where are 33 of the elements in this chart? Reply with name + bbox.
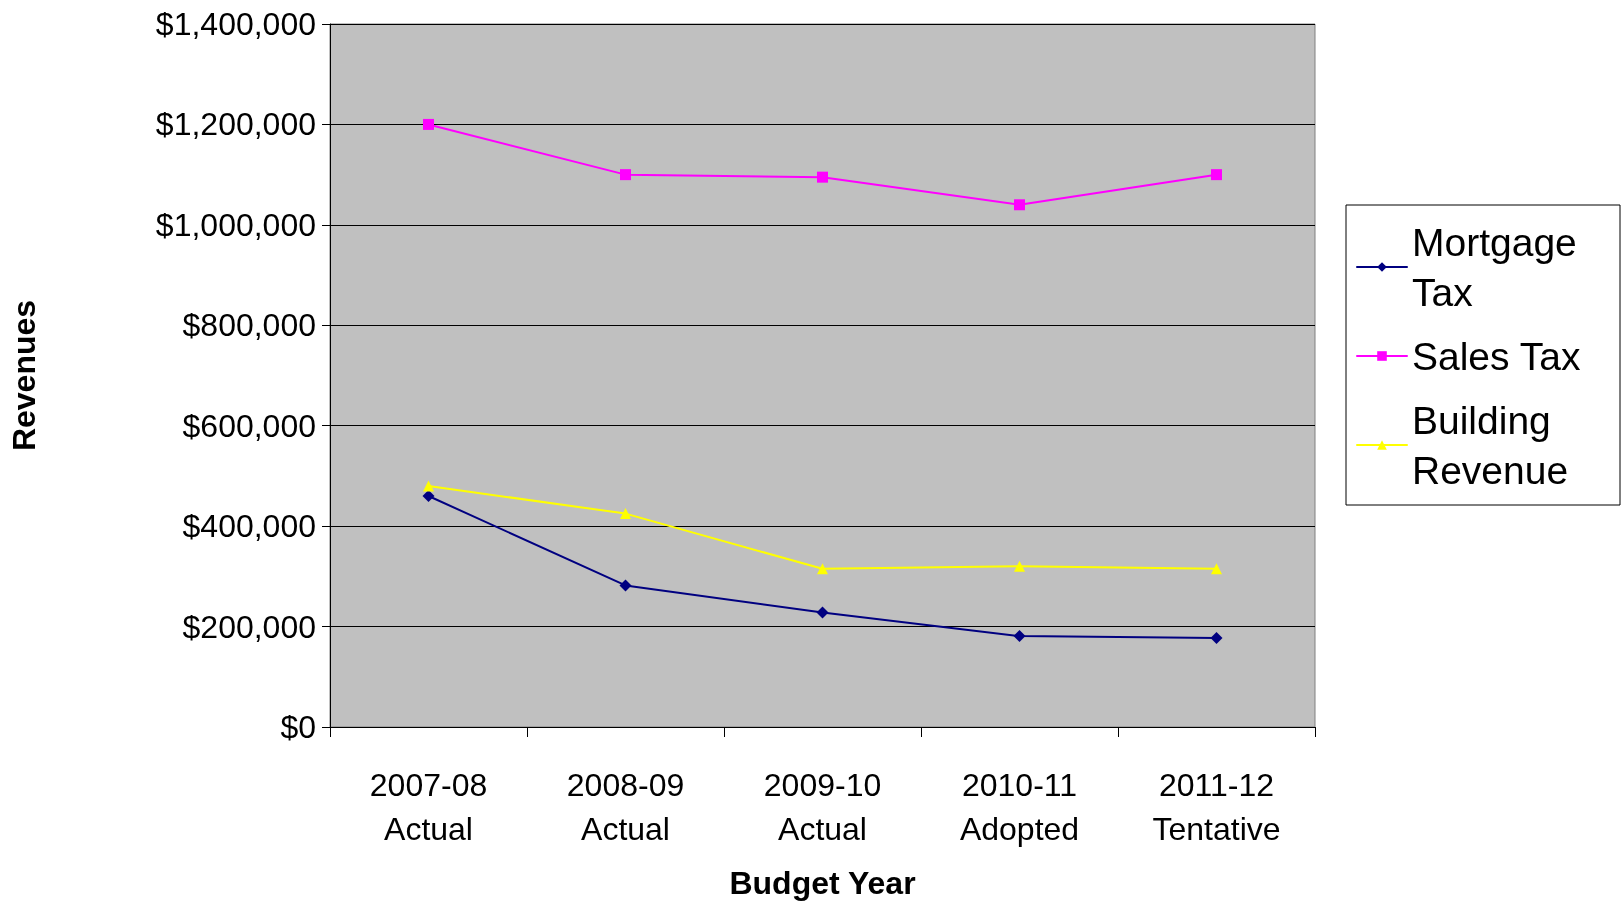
x-tick-label: 2011-12 Tentative (1152, 767, 1281, 847)
point (816, 606, 829, 619)
point (1211, 563, 1222, 575)
point (817, 171, 828, 183)
point (1210, 632, 1223, 645)
point (619, 579, 632, 592)
point (423, 480, 434, 492)
x-tick-label: 2010-11 Adopted (959, 767, 1080, 847)
y-tick-label: $1,200,000 (155, 106, 316, 143)
point (1211, 169, 1222, 181)
legend-label: Sales Tax (1412, 334, 1581, 378)
y-tick-label: $800,000 (182, 307, 316, 344)
x-tick-label: 2008-09 Actual (566, 767, 685, 847)
point (817, 563, 828, 575)
x-tick-label: 2007-08 Actual (369, 767, 488, 847)
y-tick-label: $1,000,000 (155, 206, 316, 243)
x-axis-title: Budget Year (729, 865, 916, 901)
y-tick-label: $1,400,000 (155, 6, 316, 42)
point (1014, 560, 1025, 572)
legend-label: Mortgage Tax (1412, 220, 1588, 314)
point (620, 169, 631, 181)
point (1014, 199, 1025, 211)
y-tick-label: $400,000 (182, 508, 316, 545)
y-tick-label: $0 (280, 709, 316, 745)
legend-label: Building Revenue (1412, 398, 1569, 492)
y-tick-label: $600,000 (182, 407, 316, 444)
y-tick-label: $200,000 (182, 608, 316, 645)
point (422, 490, 435, 503)
point (620, 508, 631, 520)
point (423, 118, 434, 130)
point (1013, 630, 1026, 643)
y-axis-title: Revenues (6, 299, 42, 452)
x-tick-label: 2009-10 Actual (763, 767, 882, 847)
